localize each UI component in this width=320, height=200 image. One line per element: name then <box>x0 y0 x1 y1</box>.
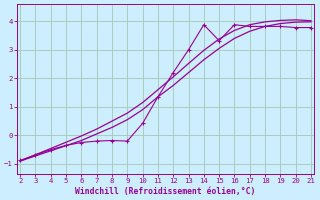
X-axis label: Windchill (Refroidissement éolien,°C): Windchill (Refroidissement éolien,°C) <box>76 187 256 196</box>
